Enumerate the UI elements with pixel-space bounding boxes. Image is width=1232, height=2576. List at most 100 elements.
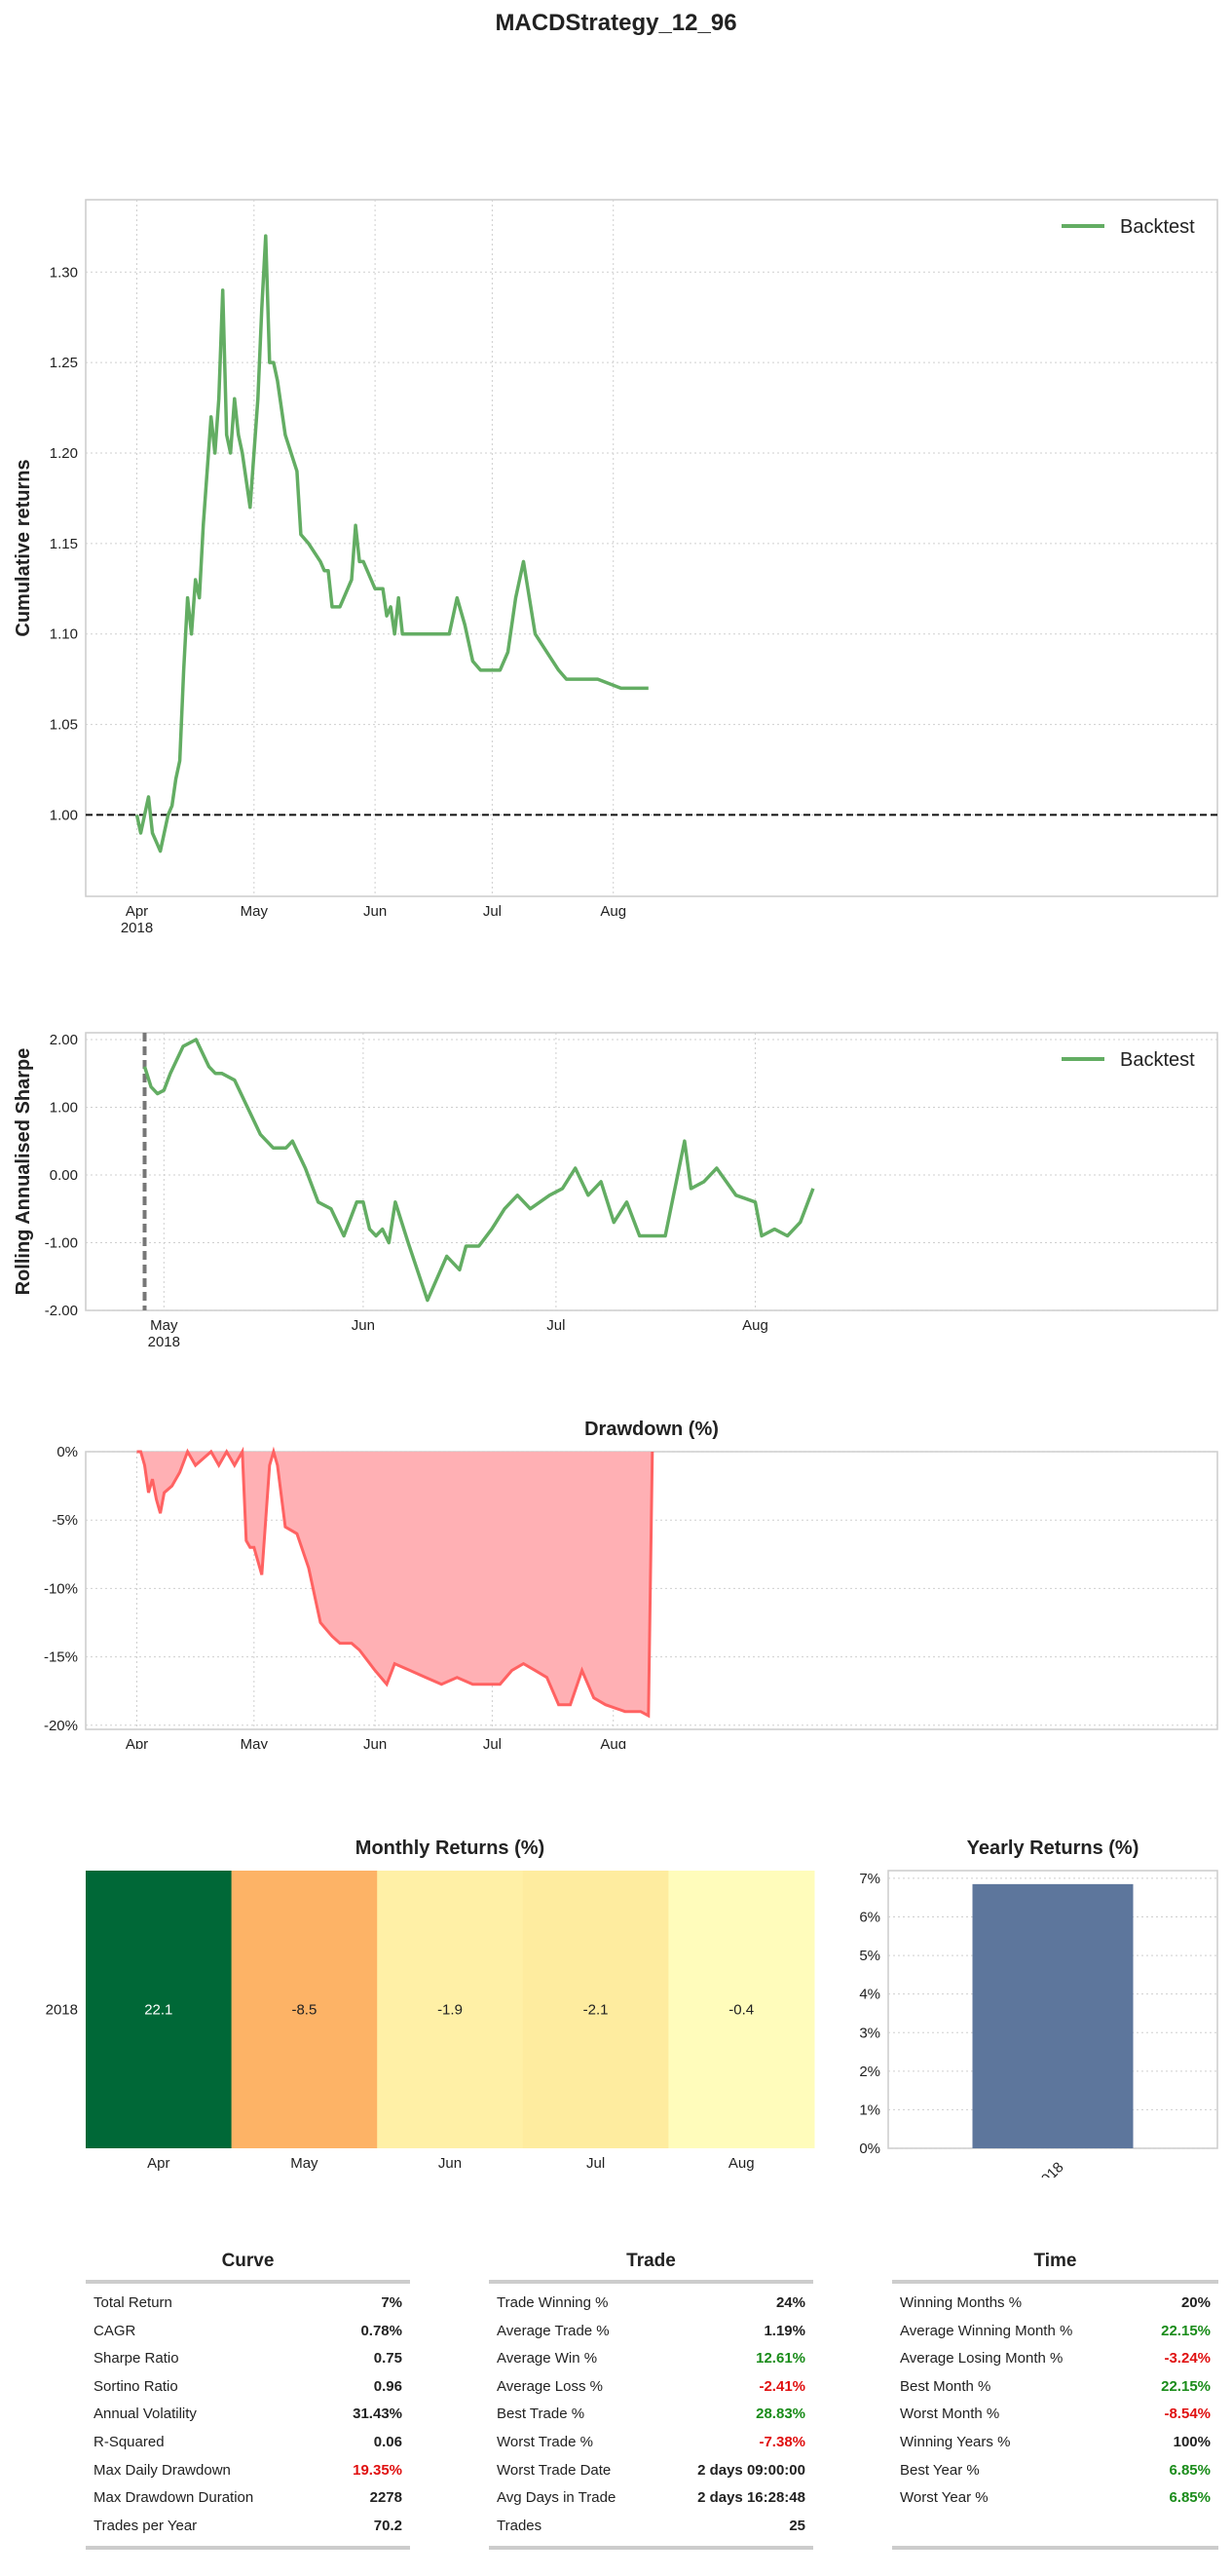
y-tick-label: 6% bbox=[859, 1910, 880, 1926]
stats-row: Winning Years % 100% bbox=[892, 2429, 1218, 2457]
y-tick-label: 2.00 bbox=[50, 1032, 78, 1048]
heatmap-cell-label: -2.1 bbox=[583, 2002, 609, 2019]
plot-frame bbox=[85, 1032, 1218, 1311]
stats-curve-bottom-rule bbox=[86, 2546, 410, 2551]
stats-row: Winning Months % 20% bbox=[892, 2290, 1218, 2318]
stats-key: Average Loss % bbox=[497, 2377, 603, 2395]
stats-value: 0.75 bbox=[373, 2350, 402, 2368]
x-tick-label: Jul bbox=[483, 903, 502, 920]
y-tick-label: 1.00 bbox=[50, 807, 78, 823]
stats-key: Sortino Ratio bbox=[93, 2377, 178, 2395]
stats-row: Best Trade % 28.83% bbox=[489, 2401, 813, 2429]
x-tick-label: Aug bbox=[728, 2155, 755, 2172]
stats-key: R-Squared bbox=[93, 2433, 165, 2450]
y-tick-label: 0% bbox=[859, 2140, 880, 2157]
stats-key: Worst Trade % bbox=[497, 2433, 593, 2450]
stats-curve: Curve Total Return 7% CAGR 0.78% Sharpe Rati… bbox=[86, 2251, 410, 2551]
stats-key: Winning Months % bbox=[900, 2294, 1023, 2311]
stats-trade-bottom-rule bbox=[489, 2546, 813, 2551]
stats-value: 100% bbox=[1173, 2433, 1211, 2450]
x-tick-label: May bbox=[241, 1736, 269, 1749]
stats-value: 6.85% bbox=[1169, 2489, 1211, 2507]
stats-row: Max Drawdown Duration 2278 bbox=[86, 2484, 410, 2513]
stats-value: 22.15% bbox=[1161, 2322, 1211, 2339]
y-axis-label: Rolling Annualised Sharpe bbox=[13, 1048, 34, 1296]
x-tick-label: Jun bbox=[363, 1736, 387, 1749]
heatmap-cell bbox=[377, 1871, 524, 2148]
stats-key: Best Trade % bbox=[497, 2406, 585, 2423]
stats-time: Time Winning Months % 20% Average Winning … bbox=[892, 2251, 1218, 2551]
stats-value: -2.41% bbox=[759, 2377, 805, 2395]
stats-row: Trades 25 bbox=[489, 2513, 813, 2541]
y-tick-label: 3% bbox=[859, 2025, 880, 2041]
drawdown-line bbox=[136, 1446, 654, 1719]
stats-key: Trades per Year bbox=[93, 2517, 198, 2534]
x-tick-label: May bbox=[241, 903, 269, 920]
stats-row: Avg Days in Trade 2 days 16:28:48 bbox=[489, 2484, 813, 2513]
stats-row: Average Loss % -2.41% bbox=[489, 2373, 813, 2402]
x-tick-label: Aug bbox=[742, 1317, 768, 1334]
y-tick-label: 1.05 bbox=[50, 717, 78, 734]
stats-curve-top-rule bbox=[86, 2280, 410, 2284]
heatmap-cell bbox=[231, 1871, 378, 2148]
chart-title: Yearly Returns (%) bbox=[967, 1837, 1139, 1859]
x-tick-label: Jul bbox=[483, 1736, 502, 1749]
legend-label: Backtest bbox=[1120, 1049, 1195, 1071]
stats-value: -7.38% bbox=[759, 2433, 805, 2450]
y-tick-label: 1.00 bbox=[50, 1099, 78, 1116]
chart-title: Monthly Returns (%) bbox=[355, 1837, 544, 1859]
y-tick-label: -5% bbox=[52, 1512, 78, 1529]
page-title: MACDStrategy_12_96 bbox=[495, 10, 737, 36]
y-tick-label: -10% bbox=[44, 1580, 78, 1597]
stats-value: 1.19% bbox=[764, 2322, 805, 2339]
stats-row: Annual Volatility 31.43% bbox=[86, 2401, 410, 2429]
stats-value: 7% bbox=[381, 2294, 402, 2311]
stats-key: Average Win % bbox=[497, 2350, 598, 2368]
stats-trade: Trade Trade Winning % 24% Average Trade % 1… bbox=[489, 2251, 813, 2551]
y-tick-label: -15% bbox=[44, 1649, 78, 1666]
stats-row: Best Month % 22.15% bbox=[892, 2373, 1218, 2402]
stats-key: Winning Years % bbox=[900, 2433, 1011, 2450]
stats-key: Worst Year % bbox=[900, 2489, 989, 2507]
stats-row: Best Year % 6.85% bbox=[892, 2457, 1218, 2485]
stats-value: 19.35% bbox=[353, 2461, 402, 2479]
stats-row: Worst Year % 6.85% bbox=[892, 2484, 1218, 2513]
y-tick-label: 1.25 bbox=[50, 355, 78, 371]
heatmap-cell-label: 22.1 bbox=[144, 2002, 172, 2019]
x-tick-label: Aug bbox=[600, 1736, 626, 1749]
x-tick-label: Aug bbox=[600, 903, 626, 920]
heatmap-cell-label: -8.5 bbox=[291, 2002, 317, 2019]
y-tick-label: -20% bbox=[44, 1718, 78, 1734]
stats-value: 22.15% bbox=[1161, 2377, 1211, 2395]
x-tick-label: May bbox=[290, 2155, 318, 2172]
stats-key: Average Trade % bbox=[497, 2322, 610, 2339]
stats-value: 2278 bbox=[369, 2489, 402, 2507]
stats-key: Best Month % bbox=[900, 2377, 991, 2395]
stats-value: 12.61% bbox=[756, 2350, 805, 2368]
stats-value: 70.2 bbox=[373, 2517, 402, 2534]
stats-value: 25 bbox=[789, 2517, 805, 2534]
x-tick-label: Jul bbox=[546, 1317, 565, 1334]
stats-value: 20% bbox=[1180, 2294, 1211, 2311]
stats-row: Worst Month % -8.54% bbox=[892, 2401, 1218, 2429]
stats-key: Sharpe Ratio bbox=[93, 2350, 179, 2368]
y-tick-label: 4% bbox=[859, 1987, 880, 2003]
stats-key: Trades bbox=[497, 2517, 542, 2534]
stats-key: Best Year % bbox=[900, 2461, 980, 2479]
stats-value: 0.96 bbox=[373, 2377, 402, 2395]
x-tick-label: Apr bbox=[147, 2155, 169, 2172]
y-tick-label: 0.00 bbox=[50, 1167, 78, 1184]
x-tick-label: Jun bbox=[363, 903, 387, 920]
y-tick-label: 0% bbox=[56, 1444, 78, 1460]
stats-key: Trade Winning % bbox=[497, 2294, 609, 2311]
stats-value: 31.43% bbox=[353, 2406, 402, 2423]
stats-row: CAGR 0.78% bbox=[86, 2318, 410, 2346]
stats-value: 6.85% bbox=[1169, 2461, 1211, 2479]
y-tick-label: 1.30 bbox=[50, 264, 78, 281]
y-tick-label: 5% bbox=[859, 1948, 880, 1964]
stats-value: -8.54% bbox=[1164, 2406, 1211, 2423]
stats-row: Trades per Year 70.2 bbox=[86, 2513, 410, 2541]
stats-row: Average Win % 12.61% bbox=[489, 2345, 813, 2373]
